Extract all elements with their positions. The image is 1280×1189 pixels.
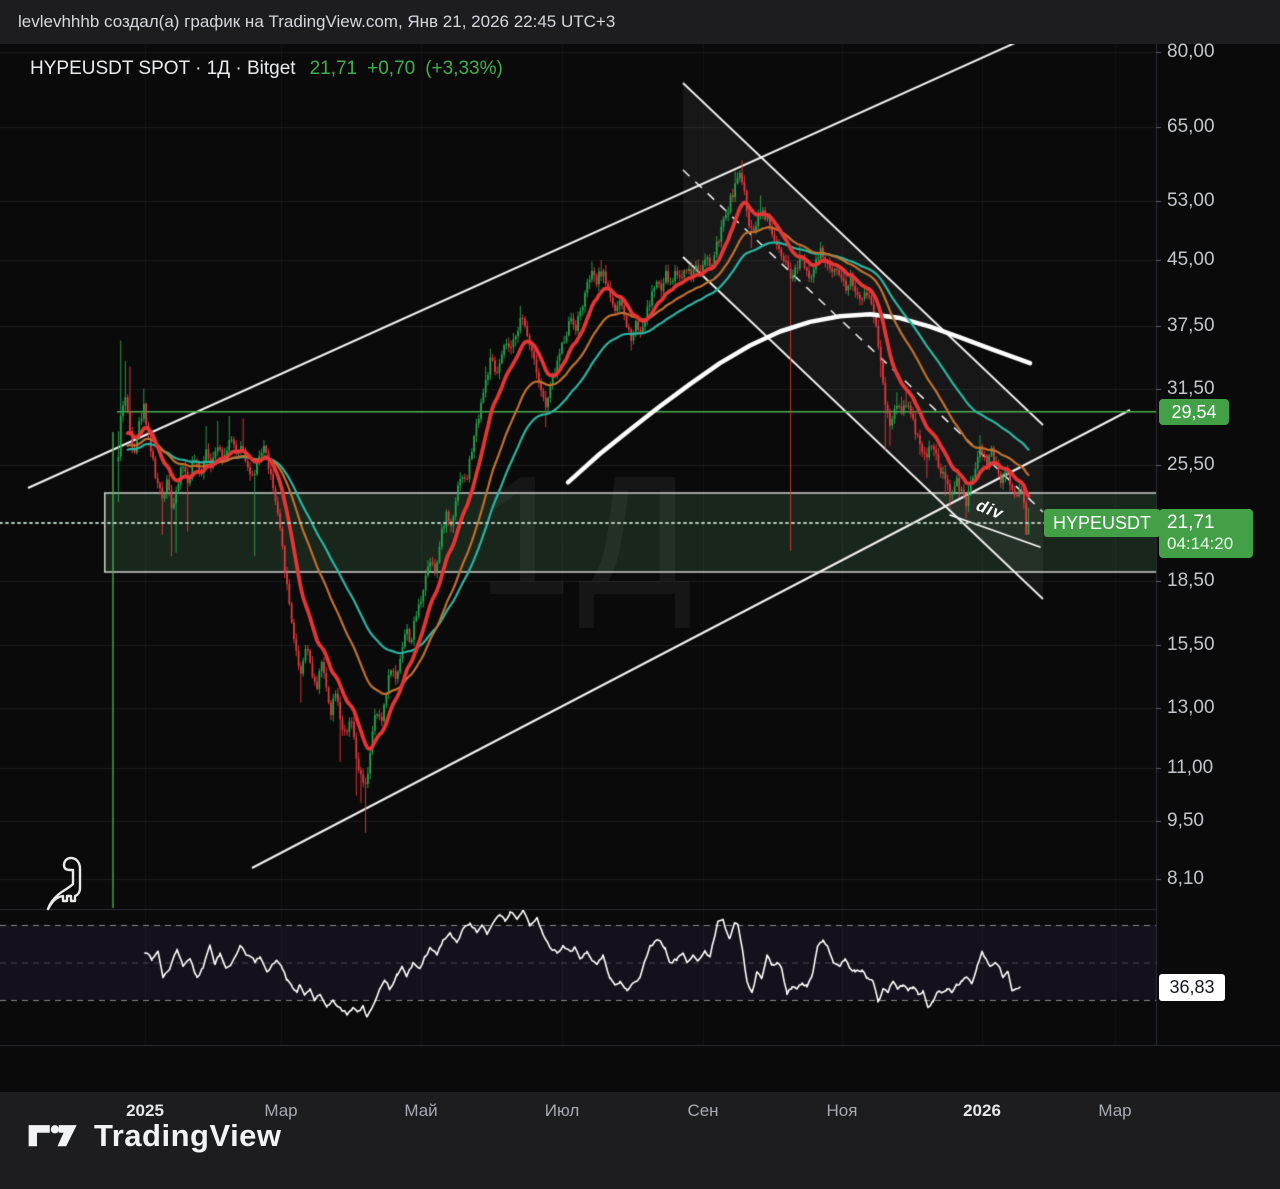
time-tick-label: Мар bbox=[264, 1101, 298, 1120]
price-tick-label: 11,00 bbox=[1167, 757, 1214, 779]
time-axis[interactable]: 2025 Мар Май Июл Сен Ноя 2026 Мар bbox=[0, 1096, 1156, 1136]
tradingview-logo[interactable]: TradingView bbox=[28, 1118, 282, 1154]
time-tick-label: 2025 bbox=[126, 1101, 164, 1120]
attribution-bar: levlevhhhb создал(а) график на TradingVi… bbox=[0, 0, 1280, 44]
symbol-price-label: HYPEUSDT bbox=[1044, 509, 1160, 537]
price-tick-label: 80,00 bbox=[1167, 41, 1215, 63]
price-change-pct: (+3,33%) bbox=[425, 58, 503, 79]
bottom-strip bbox=[0, 1092, 1280, 1189]
price-tick-label: 18,50 bbox=[1167, 569, 1215, 591]
time-tick-label: Мар bbox=[1098, 1101, 1132, 1120]
time-tick-label: Ноя bbox=[826, 1101, 858, 1120]
symbol-title[interactable]: HYPEUSDT SPOT · 1Д · Bitget bbox=[30, 58, 296, 79]
price-change: +0,70 bbox=[367, 58, 416, 79]
price-tick-label: 9,50 bbox=[1167, 810, 1204, 832]
time-tick-label: Май bbox=[404, 1101, 438, 1120]
price-tick-label: 53,00 bbox=[1167, 189, 1215, 211]
rsi-value-label: 36,83 bbox=[1159, 973, 1225, 1001]
attribution-text: levlevhhhb создал(а) график на TradingVi… bbox=[18, 12, 616, 31]
time-tick-label: 2026 bbox=[963, 1101, 1001, 1120]
level-price-label: 29,54 bbox=[1159, 398, 1229, 425]
price-tick-label: 13,00 bbox=[1167, 697, 1215, 719]
price-tick-label: 8,10 bbox=[1167, 867, 1204, 889]
current-price-value: 21,71 bbox=[1167, 512, 1215, 533]
price-chart-canvas[interactable] bbox=[0, 44, 1280, 1092]
price-tick-label: 25,50 bbox=[1167, 453, 1215, 475]
time-tick-label: Июл bbox=[544, 1101, 580, 1120]
price-axis[interactable]: 80,00 65,00 53,00 45,00 37,50 31,50 25,50 18,50… bbox=[1157, 41, 1280, 1045]
time-tick-label: Сен bbox=[687, 1101, 719, 1120]
dinosaur-icon bbox=[46, 856, 82, 911]
price-tick-label: 15,50 bbox=[1167, 633, 1215, 655]
last-price: 21,71 bbox=[309, 58, 358, 79]
price-tick-label: 45,00 bbox=[1167, 248, 1215, 270]
price-tick-label: 37,50 bbox=[1167, 314, 1215, 336]
price-tick-label: 31,50 bbox=[1167, 377, 1215, 399]
tradingview-logo-icon bbox=[28, 1125, 77, 1147]
current-price-label: 21,71 04:14:20 bbox=[1159, 509, 1253, 558]
symbol-header: HYPEUSDT SPOT · 1Д · Bitget 21,71 +0,70 (+3… bbox=[30, 58, 503, 80]
tradingview-logo-text: TradingView bbox=[94, 1118, 282, 1153]
price-tick-label: 65,00 bbox=[1167, 116, 1215, 138]
bar-countdown: 04:14:20 bbox=[1167, 534, 1234, 553]
